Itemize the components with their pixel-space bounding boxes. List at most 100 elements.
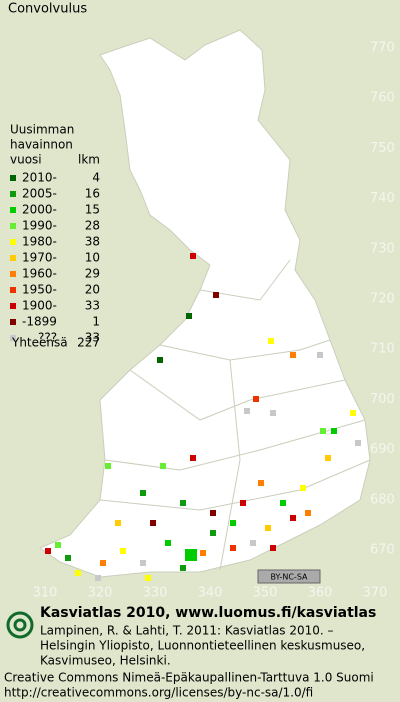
observation — [140, 490, 146, 496]
legend-swatch — [10, 255, 16, 261]
observation — [290, 515, 296, 521]
observation — [270, 545, 276, 551]
legend-swatch — [10, 223, 16, 229]
easting-label: 330 — [143, 586, 168, 601]
observation — [355, 440, 361, 446]
observation — [190, 455, 196, 461]
legend-label: 1970- — [22, 251, 57, 265]
legend-label: -1899 — [22, 315, 57, 329]
observation — [190, 253, 196, 259]
citation-line: Helsingin Yliopisto, Luonnontieteellinen… — [40, 639, 365, 653]
observation — [230, 520, 236, 526]
legend-swatch — [10, 271, 16, 277]
observation — [95, 575, 101, 581]
northing-label: 740 — [370, 191, 395, 206]
license-line: Creative Commons Nimeä-Epäkaupallinen-Ta… — [4, 671, 374, 685]
observation — [350, 410, 356, 416]
legend-count: 10 — [85, 251, 100, 265]
legend-total-label: Yhteensä — [11, 336, 68, 350]
legend-count: 33 — [85, 299, 100, 313]
legend-label: 2000- — [22, 203, 57, 217]
legend-count: 28 — [85, 219, 100, 233]
citation-line: Lampinen, R. & Lahti, T. 2011: Kasviatla… — [40, 624, 334, 638]
observation — [75, 570, 81, 576]
legend-count: 33 — [85, 331, 100, 345]
observation — [150, 520, 156, 526]
observation — [185, 549, 197, 561]
observation — [157, 357, 163, 363]
observation — [213, 292, 219, 298]
northing-label: 760 — [370, 91, 395, 106]
legend-count: 1 — [92, 315, 100, 329]
observation — [180, 500, 186, 506]
footer: Lampinen, R. & Lahti, T. 2011: Kasviatla… — [4, 624, 374, 700]
observation — [258, 480, 264, 486]
observation — [200, 550, 206, 556]
observation — [180, 565, 186, 571]
observation — [115, 520, 121, 526]
observation — [105, 463, 111, 469]
northing-label: 750 — [370, 141, 395, 156]
observation — [100, 560, 106, 566]
observation — [305, 510, 311, 516]
legend-count: 16 — [85, 187, 100, 201]
license-line: http://creativecommons.org/licenses/by-n… — [4, 686, 313, 700]
legend-label: 1980- — [22, 235, 57, 249]
legend-label: 1960- — [22, 267, 57, 281]
observation — [55, 542, 61, 548]
observation — [320, 428, 326, 434]
easting-label: 310 — [33, 586, 58, 601]
northing-label: 670 — [370, 543, 395, 558]
legend-label: 2005- — [22, 187, 57, 201]
northing-label: 690 — [370, 442, 395, 457]
legend-swatch — [10, 191, 16, 197]
legend-header: Uusimman — [10, 123, 74, 137]
observation — [270, 410, 276, 416]
northing-label: 700 — [370, 392, 395, 407]
observation — [240, 500, 246, 506]
legend-label: 1990- — [22, 219, 57, 233]
easting-label: 340 — [198, 586, 223, 601]
legend-label: ??? — [38, 331, 57, 345]
footer-title: Kasviatlas 2010, www.luomus.fi/kasviatla… — [40, 605, 376, 621]
legend-header: vuosi — [10, 153, 42, 167]
legend-count: 20 — [85, 283, 100, 297]
easting-label: 350 — [253, 586, 278, 601]
legend-total: 227 — [77, 336, 100, 350]
northing-label: 720 — [370, 292, 395, 307]
observation — [230, 545, 236, 551]
observation — [210, 510, 216, 516]
legend-count: 15 — [85, 203, 100, 217]
observation — [300, 485, 306, 491]
legend-header: havainnon — [10, 138, 73, 152]
legend-label: 1900- — [22, 299, 57, 313]
legend-swatch — [10, 239, 16, 245]
observation — [280, 500, 286, 506]
observation — [265, 525, 271, 531]
region-borders — [99, 259, 371, 571]
license-badge-text: BY-NC-SA — [270, 573, 308, 582]
observation — [290, 352, 296, 358]
legend-count: 38 — [85, 235, 100, 249]
observation — [331, 428, 337, 434]
map-title: Convolvulus — [8, 2, 87, 17]
legend-swatch — [10, 207, 16, 213]
logo — [6, 611, 34, 639]
observation — [244, 408, 250, 414]
northing-label: 730 — [370, 241, 395, 256]
observation — [186, 313, 192, 319]
legend-swatch — [10, 175, 16, 181]
observation — [65, 555, 71, 561]
legend-swatch — [10, 335, 16, 341]
license-badge — [257, 569, 321, 584]
legend-label: 1950- — [22, 283, 57, 297]
observation — [160, 463, 166, 469]
observation — [140, 560, 146, 566]
observations — [45, 253, 361, 581]
legend-swatch — [10, 319, 16, 325]
legend-count: 29 — [85, 267, 100, 281]
legend-count: 4 — [92, 171, 100, 185]
observation — [317, 352, 323, 358]
observation — [165, 540, 171, 546]
